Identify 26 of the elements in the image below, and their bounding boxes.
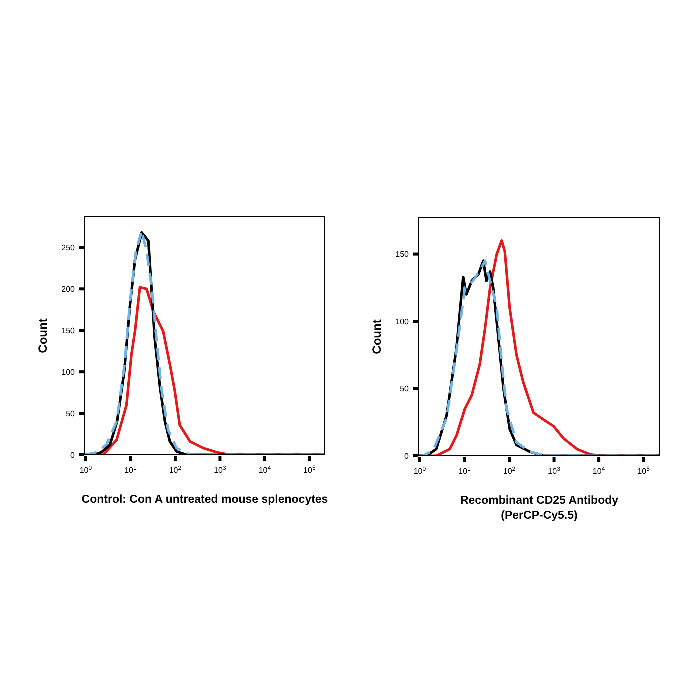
y-tick-label: 150	[396, 250, 410, 260]
x-tick-label: 10$^{4}$	[258, 465, 272, 475]
y-tick-label: 0	[404, 452, 410, 461]
y-tick-label: 200	[62, 284, 76, 294]
x-tick-label: 10$^{3}$	[214, 465, 227, 475]
x-axis-title: Recombinant CD25 Antibody (PerCP-Cy5.5)	[460, 495, 620, 522]
x-tick-label: 10$^{4}$	[592, 466, 606, 476]
x-tick-label: 10$^{5}$	[304, 465, 316, 475]
x-tick-label: 10$^{2}$	[503, 466, 516, 476]
y-tick-label: 100	[396, 317, 410, 326]
x-tick-label: 10$^{2}$	[169, 465, 182, 475]
x-tick-label: 10$^{5}$	[638, 466, 651, 476]
y-tick-label: 50	[66, 409, 76, 418]
y-tick-label: 0	[70, 450, 76, 460]
x-tick-label: 10$^{1}$	[458, 466, 472, 476]
x-tick-label: 10$^{1}$	[124, 465, 138, 475]
y-tick-label: 100	[62, 368, 76, 377]
y-tick-label: 150	[62, 326, 76, 336]
x-tick-label: 10$^{3}$	[548, 466, 562, 476]
x-tick-label: 10$^{0}$	[414, 466, 427, 476]
x-axis-title: Control: Con A untreated mouse splenocytes	[82, 494, 328, 506]
y-axis-title: Count	[370, 320, 384, 354]
y-axis-title: Count	[36, 318, 50, 354]
y-tick-label: 50	[400, 384, 410, 394]
y-tick-label: 250	[62, 243, 76, 252]
x-tick-label: 10$^{0}$	[80, 465, 93, 475]
